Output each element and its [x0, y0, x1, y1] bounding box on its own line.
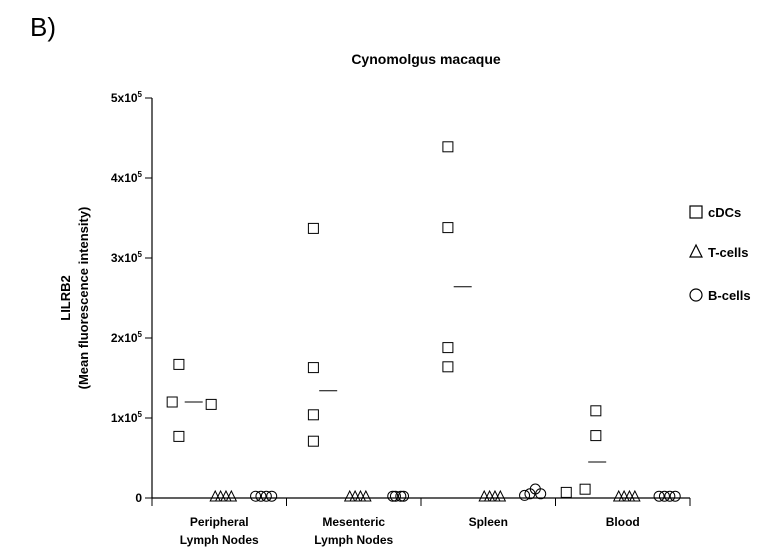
legend-square-marker	[689, 205, 703, 219]
cdcs-point	[173, 358, 185, 370]
axes	[151, 98, 691, 506]
t-cells-point	[623, 489, 636, 502]
t-cells-point	[225, 489, 238, 502]
legend: cDCs T-cells B-cells	[689, 205, 751, 303]
y-axis-label-line1: LILRB2	[58, 275, 73, 321]
cdcs-point	[579, 483, 591, 495]
b-cells-point	[658, 490, 670, 502]
t-cells-point	[354, 489, 367, 502]
cdcs-point	[590, 430, 602, 442]
t-cells-point	[343, 489, 356, 502]
t-cells-point	[478, 489, 491, 502]
b-cells-point	[266, 490, 278, 502]
x-category-label: Blood	[606, 515, 640, 529]
legend-label: cDCs	[708, 205, 741, 220]
data-points	[166, 141, 681, 502]
b-cells-point	[260, 490, 272, 502]
panel-label: B)	[30, 12, 56, 42]
y-tick-label: 3x105	[111, 250, 143, 265]
t-cells-point	[214, 489, 227, 502]
cdcs-point	[442, 342, 454, 354]
cdcs-point	[307, 362, 319, 374]
cdcs-point	[560, 486, 572, 498]
y-tick-label: 4x105	[111, 170, 143, 185]
cdcs-point	[307, 222, 319, 234]
cdcs-point	[442, 141, 454, 153]
b-cells-point	[255, 490, 267, 502]
x-category-label: Mesenteric	[322, 515, 385, 529]
x-category-label: Peripheral	[190, 515, 249, 529]
legend-label: T-cells	[708, 245, 748, 260]
legend-triangle-marker	[689, 243, 703, 258]
t-cells-point	[209, 489, 222, 502]
b-cells-point	[519, 489, 531, 501]
b-cells-point	[653, 490, 665, 502]
b-cells-point	[398, 490, 410, 502]
cdcs-point	[590, 405, 602, 417]
cdcs-point	[307, 409, 319, 421]
y-axis-ticks: 0 1x105 2x105 3x105 4x105 5x105	[111, 90, 152, 505]
x-category-label-line2: Lymph Nodes	[180, 533, 259, 547]
y-axis-label: LILRB2 (Mean fluorescence intensity)	[58, 207, 91, 390]
y-tick-label: 0	[135, 491, 142, 505]
y-tick-label: 1x105	[111, 410, 143, 425]
t-cells-point	[483, 489, 496, 502]
t-cells-point	[618, 489, 630, 502]
t-cells-point	[489, 489, 501, 502]
y-axis-label-line2: (Mean fluorescence intensity)	[76, 207, 91, 390]
cdcs-point	[442, 361, 454, 373]
cdcs-point	[442, 222, 454, 234]
b-cells-point	[387, 490, 399, 502]
x-axis-categories: Peripheral Lymph Nodes Mesenteric Lymph Nod…	[180, 515, 640, 547]
t-cells-point	[612, 489, 625, 502]
legend-label: B-cells	[708, 288, 751, 303]
t-cells-point	[349, 489, 361, 502]
b-cells-point	[389, 490, 401, 502]
b-cells-point	[395, 490, 407, 502]
b-cells-point	[669, 490, 681, 502]
y-tick-label: 5x105	[111, 90, 143, 105]
b-cells-point	[535, 488, 547, 500]
cdcs-point	[205, 398, 217, 410]
t-cells-point	[360, 489, 372, 502]
legend-circle-marker	[689, 288, 703, 302]
cdcs-point	[307, 435, 319, 447]
cdcs-point	[173, 430, 185, 442]
y-tick-label: 2x105	[111, 330, 143, 345]
t-cells-point	[494, 489, 507, 502]
t-cells-point	[629, 489, 641, 502]
chart-title: Cynomolgus macaque	[351, 51, 501, 67]
cdcs-point	[166, 396, 178, 408]
b-cells-point	[664, 490, 676, 502]
t-cells-point	[220, 489, 232, 502]
b-cells-point	[250, 490, 262, 502]
x-category-label-line2: Lymph Nodes	[314, 533, 393, 547]
x-category-label: Spleen	[469, 515, 508, 529]
